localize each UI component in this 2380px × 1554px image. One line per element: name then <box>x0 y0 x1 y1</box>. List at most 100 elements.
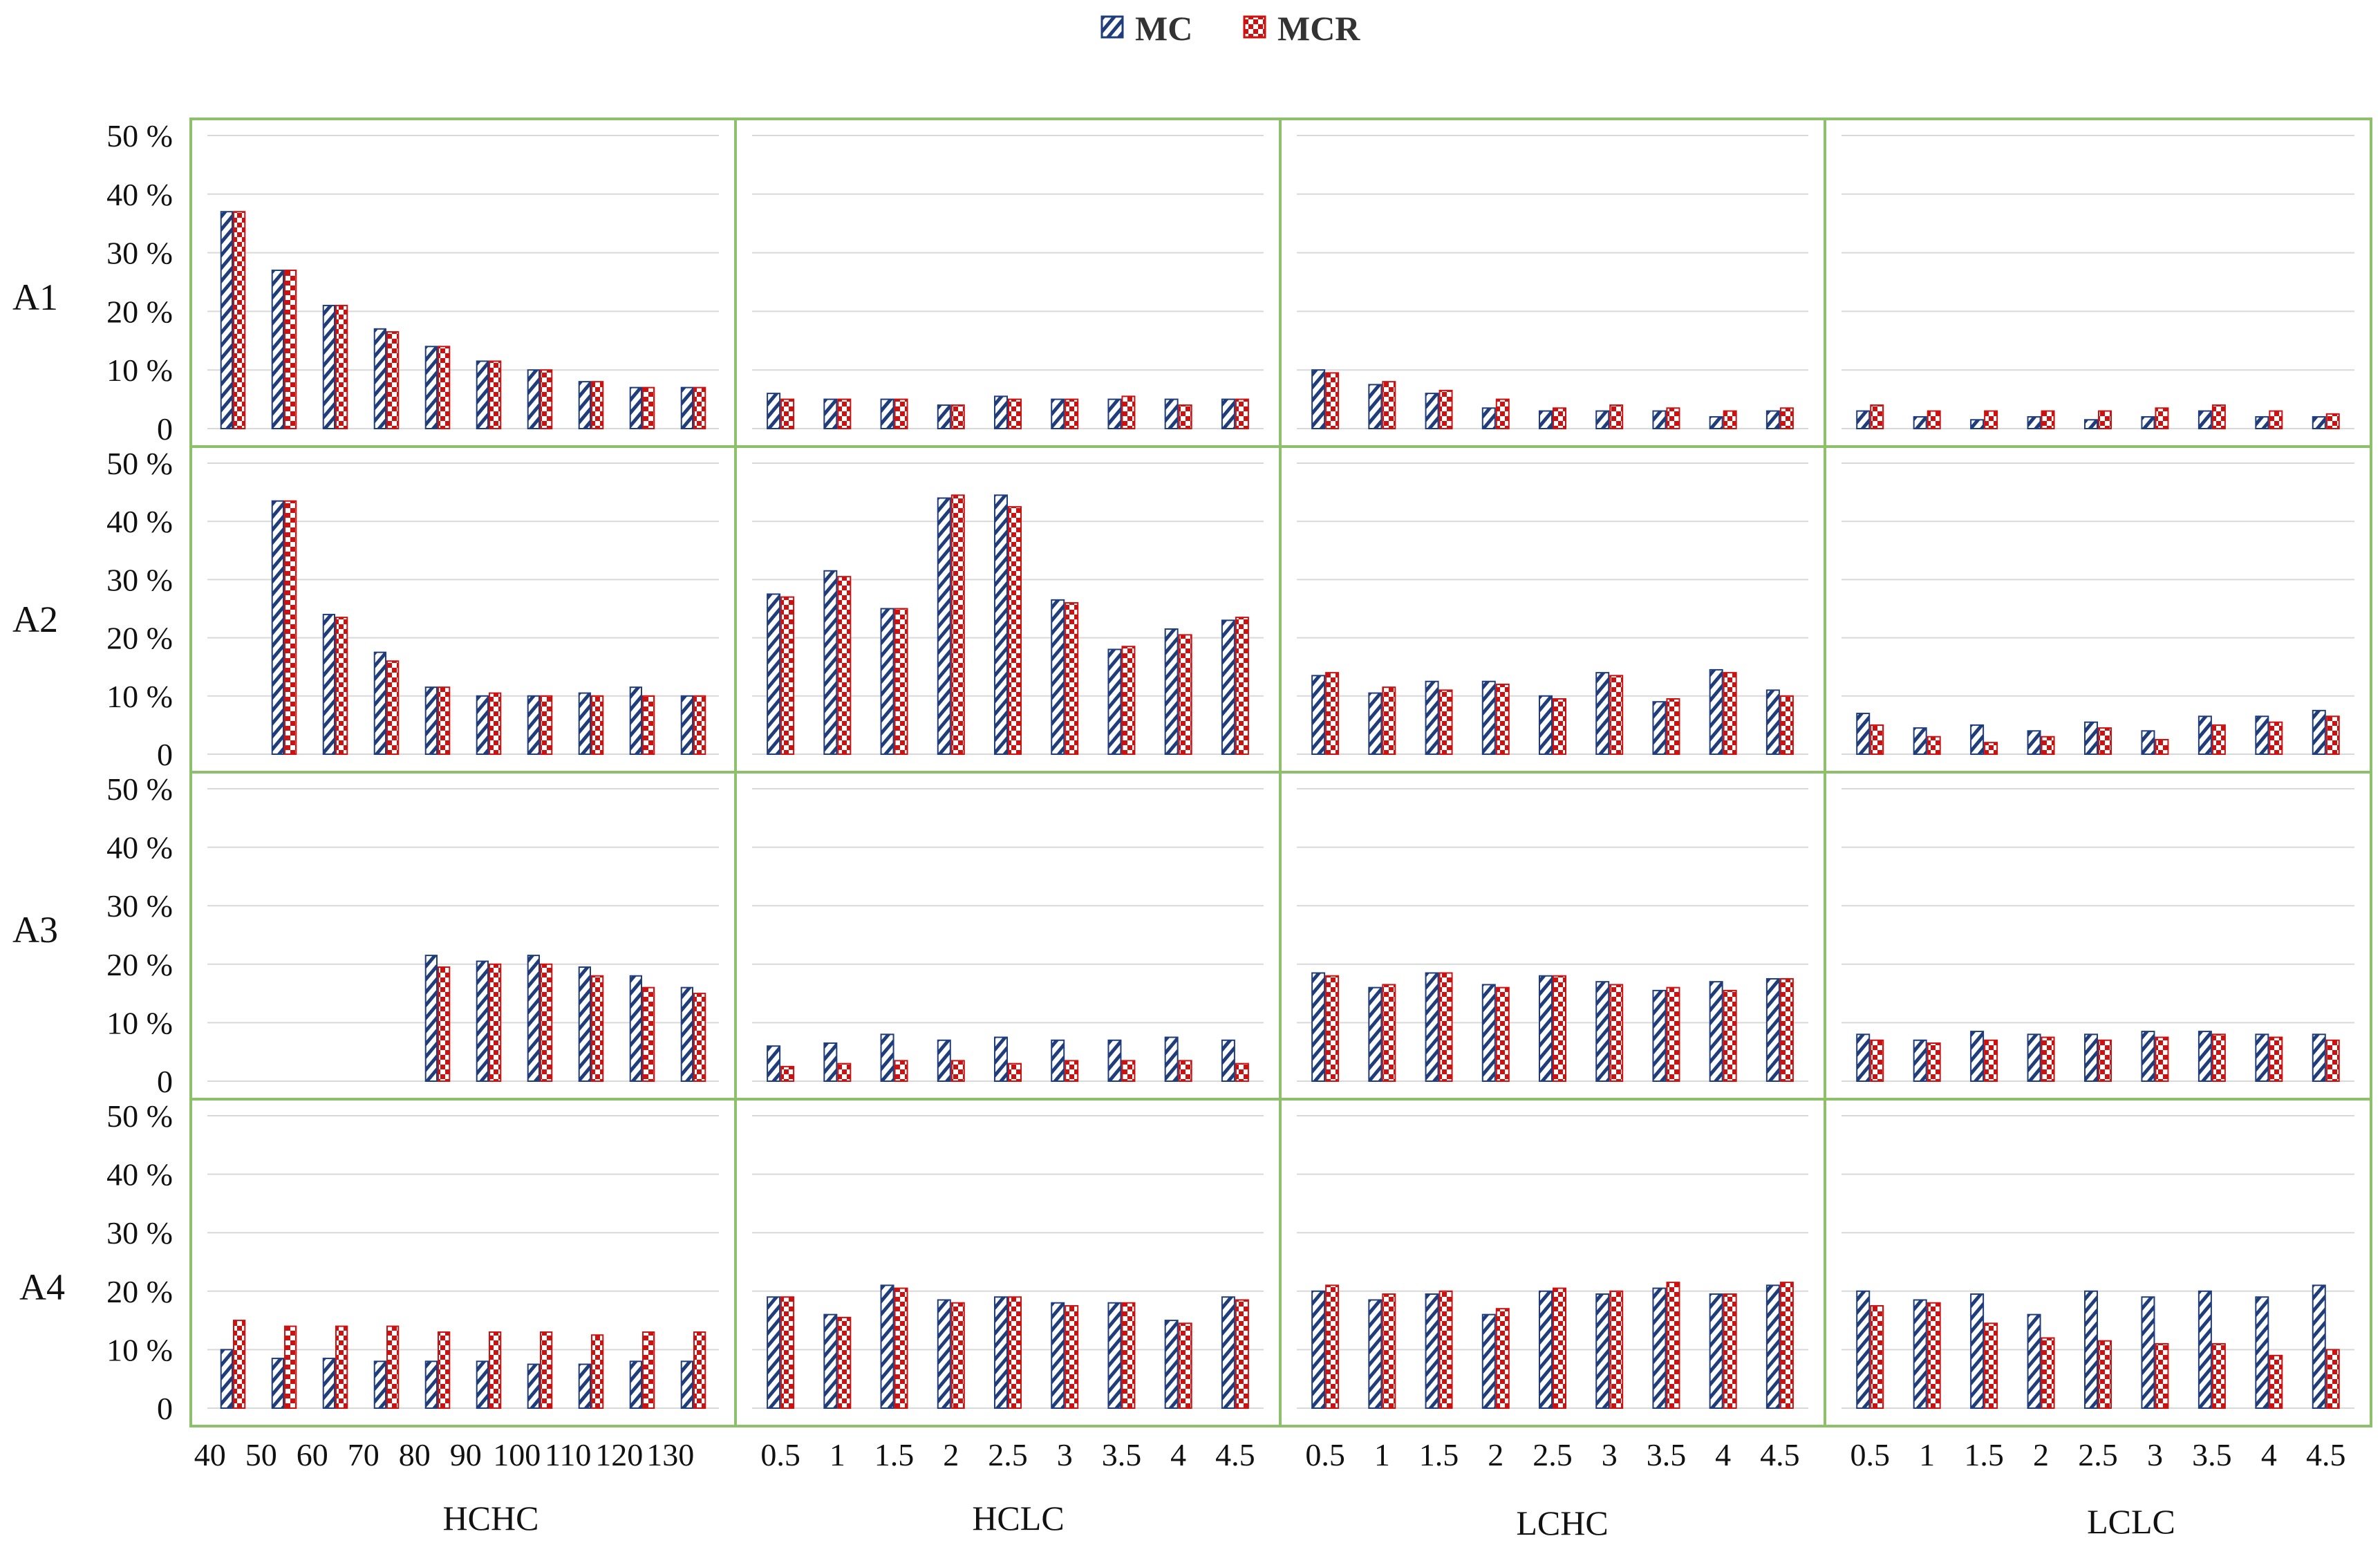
y-tick-a2-2: 20 % <box>106 621 173 656</box>
bar-mcr-panel-a4-hchc-7 <box>591 1334 604 1409</box>
bar-mc-panel-a4-hchc-8 <box>629 1360 642 1409</box>
bar-mcr-panel-a4-lclc-2 <box>1984 1322 1998 1409</box>
bar-mc-panel-a2-hclc-1 <box>823 570 838 756</box>
bar-mc-panel-a1-lchc-3 <box>1481 407 1496 430</box>
bar-mc-panel-a4-lclc-0 <box>1856 1290 1871 1410</box>
x-tick-hclc-4: 4 <box>1170 1437 1186 1472</box>
y-tick-a1-0: 0 <box>157 411 173 447</box>
bar-mcr-panel-a1-hchc-9 <box>693 386 706 430</box>
bar-mcr-panel-a3-lclc-2 <box>1984 1039 1998 1083</box>
bar-mcr-panel-a1-lclc-0 <box>1870 404 1884 430</box>
row-label-a2: A2 <box>12 599 58 640</box>
bar-mcr-panel-a3-hchc-4 <box>438 966 451 1083</box>
bar-mc-panel-a4-hclc-2 <box>880 1284 894 1409</box>
bar-mc-panel-a4-lchc-4 <box>1539 1290 1553 1410</box>
bar-mcr-panel-a4-lclc-7 <box>2269 1354 2283 1409</box>
border-panel-a1-lclc <box>1824 118 2372 448</box>
bar-mc-panel-a3-lchc-2 <box>1425 972 1439 1082</box>
bar-mcr-panel-a3-lchc-5 <box>1609 984 1624 1083</box>
bar-mc-panel-a2-hchc-2 <box>322 613 336 755</box>
bar-mc-panel-a1-lchc-1 <box>1368 384 1383 430</box>
bar-mcr-panel-a4-hclc-2 <box>894 1287 908 1409</box>
x-tick-lclc-2: 2 <box>2033 1437 2049 1472</box>
bar-mcr-panel-a3-hchc-6 <box>540 963 553 1083</box>
bar-mc-panel-a2-hchc-3 <box>373 651 386 756</box>
x-tick-hclc-4-5: 4.5 <box>1215 1437 1255 1472</box>
legend-label-mcr: MCR <box>1277 9 1360 48</box>
x-tick-lchc-4-5: 4.5 <box>1760 1437 1800 1472</box>
bar-mcr-panel-a4-lclc-3 <box>2041 1337 2055 1409</box>
bar-mc-panel-a1-lclc-2 <box>1970 419 1985 430</box>
bar-mc-panel-a1-hclc-3 <box>937 404 951 430</box>
x-tick-hclc-2: 2 <box>943 1437 959 1472</box>
bar-mc-panel-a1-hchc-4 <box>424 346 438 429</box>
bar-mcr-panel-a4-lchc-0 <box>1325 1284 1340 1409</box>
bar-mcr-panel-a4-lclc-6 <box>2211 1342 2226 1409</box>
bar-mc-panel-a3-hclc-7 <box>1164 1036 1179 1083</box>
bar-mcr-panel-a4-lchc-6 <box>1666 1282 1680 1409</box>
bar-mc-panel-a3-hclc-4 <box>994 1036 1008 1083</box>
bar-mc-panel-a1-hclc-0 <box>767 393 781 429</box>
panel-a2-hclc <box>734 445 1282 774</box>
bar-mc-panel-a3-lclc-6 <box>2198 1031 2212 1082</box>
bar-mcr-panel-a1-hclc-7 <box>1178 404 1192 430</box>
bar-mc-panel-a4-hchc-1 <box>271 1358 285 1409</box>
bar-mc-panel-a4-hclc-0 <box>767 1296 781 1410</box>
bar-mcr-panel-a1-lclc-4 <box>2098 410 2112 429</box>
bar-mcr-panel-a2-lclc-6 <box>2211 724 2226 756</box>
bar-mcr-panel-a2-lclc-2 <box>1984 742 1998 756</box>
bar-mcr-panel-a3-hclc-5 <box>1065 1060 1079 1083</box>
bar-mcr-panel-a4-lclc-8 <box>2325 1349 2340 1410</box>
bar-mcr-panel-a3-hchc-5 <box>489 963 502 1083</box>
y-tick-a1-4: 40 % <box>106 177 173 212</box>
panel-a4-hchc: 010 %20 %30 %40 %50 %40 50 60 70 80 90 100 110 1… <box>106 1098 737 1472</box>
bar-mc-panel-a2-lclc-4 <box>2084 721 2098 755</box>
legend-label-mc: MC <box>1135 9 1192 48</box>
row-label-a3: A3 <box>12 909 58 951</box>
bar-mc-panel-a4-hchc-6 <box>527 1363 540 1410</box>
bar-mcr-panel-a3-hclc-7 <box>1178 1060 1192 1083</box>
legend-swatch-mc <box>1100 15 1124 39</box>
bar-mcr-panel-a3-lchc-3 <box>1495 986 1510 1083</box>
bar-mcr-panel-a2-hclc-2 <box>894 608 908 755</box>
column-title-hclc: HCLC <box>972 1499 1064 1537</box>
bar-mc-panel-a1-lchc-0 <box>1311 369 1326 430</box>
bar-mc-panel-a1-lchc-7 <box>1709 416 1723 429</box>
legend: MC MCR <box>1100 9 1360 48</box>
bar-mcr-panel-a1-lchc-5 <box>1609 404 1624 430</box>
panel-a3-lchc <box>1279 771 1826 1101</box>
bar-mc-panel-a4-hclc-3 <box>937 1299 951 1409</box>
bar-mc-panel-a2-hclc-2 <box>880 608 894 755</box>
column-titles: HCHC HCLC LCHC LCLC <box>443 1499 2175 1542</box>
bar-mcr-panel-a2-lclc-5 <box>2155 738 2169 755</box>
bar-mc-panel-a4-hclc-5 <box>1051 1302 1065 1409</box>
bar-mcr-panel-a2-hclc-8 <box>1235 617 1249 755</box>
bar-mcr-panel-a2-lchc-2 <box>1439 689 1453 756</box>
x-tick-hclc-3: 3 <box>1057 1437 1073 1472</box>
x-tick-lchc-1: 1 <box>1374 1437 1390 1472</box>
panel-a4-hclc: 0.5 1 1.5 2 2.5 3 3.5 4 4.5 <box>734 1098 1282 1472</box>
y-tick-a3-0: 0 <box>157 1064 173 1099</box>
bar-mcr-panel-a1-lclc-7 <box>2269 410 2283 429</box>
bar-mc-panel-a3-lchc-4 <box>1539 975 1553 1082</box>
bar-mcr-panel-a3-hchc-9 <box>693 993 706 1082</box>
panels-grid: 010 %20 %30 %40 %50 %010 %20 %30 %40 %50… <box>106 118 2372 1472</box>
bar-mc-panel-a3-hclc-2 <box>880 1033 894 1082</box>
bar-mc-panel-a4-hchc-3 <box>373 1360 386 1409</box>
bar-mc-panel-a4-lchc-2 <box>1425 1293 1439 1410</box>
bar-mcr-panel-a4-lclc-4 <box>2098 1340 2112 1409</box>
bar-mc-panel-a3-lclc-2 <box>1970 1031 1985 1082</box>
row-label-a4: A4 <box>19 1266 65 1308</box>
bar-mcr-panel-a2-hchc-3 <box>386 660 400 756</box>
bar-mc-panel-a3-lclc-0 <box>1856 1033 1871 1082</box>
x-tick-hchc-80: 80 <box>399 1437 431 1472</box>
x-tick-hchc-100: 100 <box>493 1437 541 1472</box>
row-label-a1: A1 <box>12 277 58 318</box>
legend-swatch-mcr <box>1243 15 1266 39</box>
bar-mcr-panel-a3-lchc-2 <box>1439 972 1453 1082</box>
bar-mcr-panel-a3-lclc-6 <box>2211 1033 2226 1082</box>
panel-a1-lchc <box>1279 118 1826 448</box>
bar-mcr-panel-a4-lchc-4 <box>1553 1287 1566 1409</box>
x-tick-lclc-3-5: 3.5 <box>2192 1437 2232 1472</box>
bar-mc-panel-a4-lclc-4 <box>2084 1290 2098 1410</box>
